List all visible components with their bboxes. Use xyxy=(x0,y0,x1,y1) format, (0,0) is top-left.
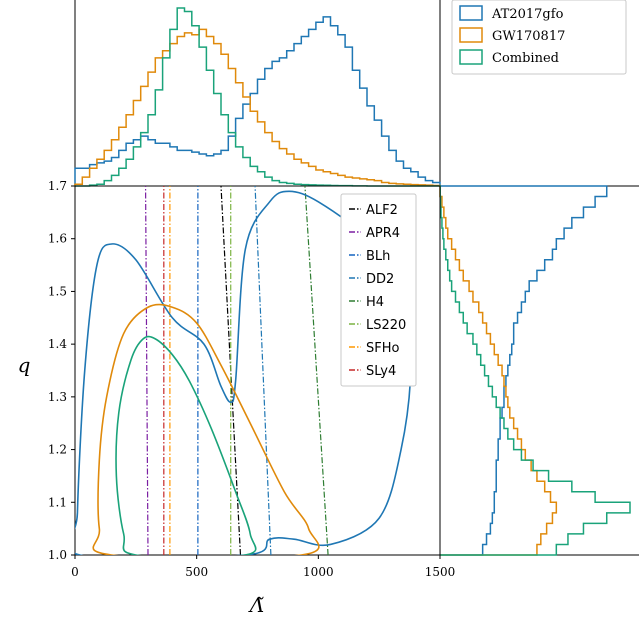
eos-line-apr4 xyxy=(146,186,148,555)
top-histogram-combined xyxy=(75,8,440,186)
legend-label-at2017gfo: AT2017gfo xyxy=(491,7,564,22)
top-histogram-panel xyxy=(75,0,440,186)
y-tick-label: 1.6 xyxy=(48,232,67,246)
eos-legend-label-ls220: LS220 xyxy=(366,318,406,333)
eos-legend-label-h4: H4 xyxy=(366,295,384,310)
x-tick-label: 1500 xyxy=(425,565,456,579)
x-tick-label: 1000 xyxy=(303,565,334,579)
eos-legend-label-sfho: SFHo xyxy=(366,341,400,356)
y-tick-label: 1.4 xyxy=(48,337,67,351)
eos-legend-label-sly4: SLy4 xyxy=(366,364,396,379)
y-tick-label: 1.1 xyxy=(48,495,67,509)
contour-gw170817 xyxy=(93,305,319,559)
y-tick-label: 1.3 xyxy=(48,390,67,404)
x-tick-label: 0 xyxy=(71,565,79,579)
x-tick-label: 500 xyxy=(185,565,208,579)
legend-eos: ALF2 APR4 BLh DD2 H4 LS220 SFHo SLy4 xyxy=(341,194,416,386)
right-histogram-panel xyxy=(440,186,639,555)
eos-legend-label-dd2: DD2 xyxy=(366,272,394,287)
y-tick-label: 1.5 xyxy=(48,284,67,298)
top-histogram-gw170817 xyxy=(75,29,440,186)
legend-label-gw170817: GW170817 xyxy=(492,29,565,44)
eos-legend-label-blh: BLh xyxy=(366,249,390,264)
y-axis-label: q xyxy=(18,353,31,377)
right-histogram-gw170817 xyxy=(440,186,556,555)
y-tick-label: 1.2 xyxy=(48,443,67,457)
right-histogram-combined xyxy=(440,186,630,555)
legend-top-right: AT2017gfo GW170817 Combined xyxy=(452,0,626,74)
eos-legend-label-apr4: APR4 xyxy=(366,226,400,241)
legend-label-combined: Combined xyxy=(492,51,559,66)
right-histogram-at2017gfo xyxy=(440,186,607,555)
legend-eos-box xyxy=(341,194,416,386)
top-histogram-at2017gfo xyxy=(75,17,440,186)
eos-line-dd2 xyxy=(255,186,271,555)
y-tick-label: 1.0 xyxy=(48,548,67,562)
y-tick-label: 1.7 xyxy=(48,179,67,193)
eos-line-h4 xyxy=(305,186,328,555)
eos-legend-label-alf2: ALF2 xyxy=(366,203,398,218)
x-axis-label: Λ̃ xyxy=(248,593,264,617)
